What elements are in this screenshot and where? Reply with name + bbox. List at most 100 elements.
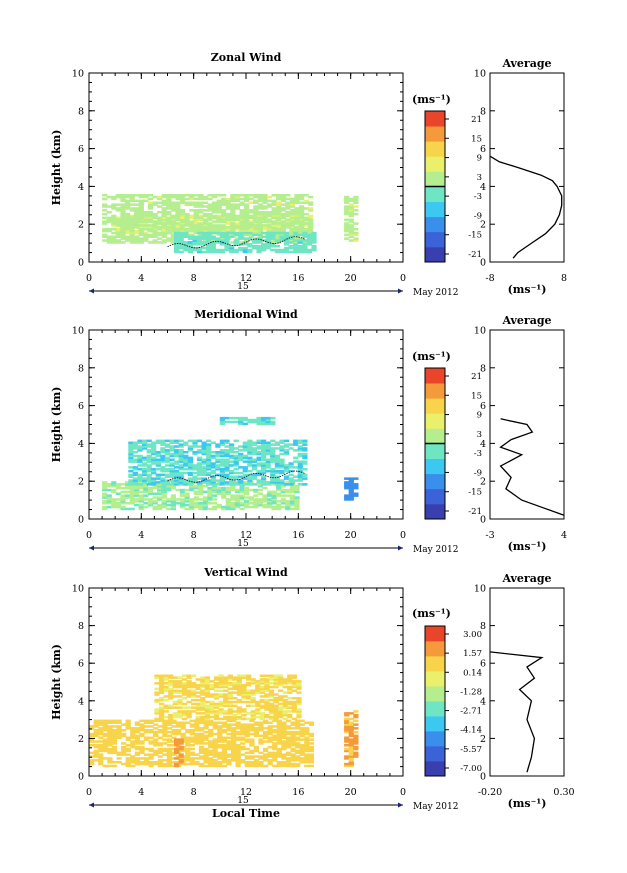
heat-cell-1: [294, 228, 300, 231]
heat-cell-0: [98, 753, 104, 756]
heat-cell-1: [198, 233, 204, 237]
heat-cell-1: [166, 229, 172, 233]
heat-cell-1: [229, 471, 235, 475]
heat-cell-0: [285, 759, 292, 762]
heat-cell-1: [296, 680, 302, 683]
heat-cell-0: [212, 732, 218, 736]
heat-cell-1: [183, 468, 189, 471]
heat-cell-1: [178, 473, 184, 477]
heat-cell-0: [285, 725, 292, 728]
heat-cell-1: [120, 212, 126, 216]
heat-cell-1: [181, 710, 188, 713]
colorbar-tick-label: -21: [468, 507, 482, 517]
heat-cell-1: [265, 483, 271, 486]
heat-cell-1: [264, 715, 270, 719]
heat-cell-1: [219, 471, 225, 475]
heat-cell-0: [258, 742, 264, 745]
heat-cell-1: [178, 483, 184, 486]
heat-cell-1: [212, 220, 218, 223]
heat-cell-0: [240, 725, 246, 728]
heat-cell-0: [148, 764, 154, 768]
heat-cell-0: [129, 498, 135, 501]
heat-cell-1: [204, 710, 210, 713]
heat-cell-1: [225, 207, 231, 210]
heat-cell-0: [89, 761, 95, 764]
heat-cell-1: [246, 693, 252, 696]
heat-cell-1: [187, 477, 193, 480]
heat-cell-0: [208, 762, 214, 766]
heat-cell-0: [106, 494, 112, 497]
heat-cell-0: [290, 732, 296, 736]
heat-cell-0: [162, 721, 168, 724]
heat-cell-1: [204, 680, 210, 683]
heat-cell-1: [219, 469, 225, 473]
heat-cell-0: [147, 500, 154, 503]
heat-cell-0: [231, 719, 237, 723]
heat-cell-1: [251, 447, 258, 450]
heat-cell-1: [224, 473, 230, 477]
heat-cell-1: [221, 197, 227, 201]
heat-cell-0: [171, 730, 177, 734]
heat-cell-0: [266, 500, 273, 503]
heat-cell-0: [124, 231, 130, 235]
heat-cell-0: [148, 721, 154, 724]
heat-cell-1: [191, 702, 197, 706]
heat-cell-0: [161, 486, 167, 490]
heat-cell-0: [171, 761, 177, 764]
heat-cell-1: [274, 460, 280, 463]
heat-cell-1: [181, 706, 188, 709]
heat-cell-1: [233, 477, 239, 480]
heat-cell-1: [154, 687, 160, 691]
heat-cell-0: [234, 222, 240, 225]
heat-cell-1: [261, 469, 267, 473]
heat-cell-1: [198, 216, 204, 220]
heat-cell-1: [206, 483, 212, 486]
heat-cell-0: [116, 727, 122, 730]
heat-cell-1: [244, 209, 250, 212]
heat-cell-2: [229, 250, 235, 254]
heat-cell-0: [207, 494, 213, 497]
heat-cell-0: [148, 719, 154, 723]
heat-cell-1: [233, 458, 239, 461]
heat-cell-0: [240, 723, 246, 726]
heat-cell-1: [111, 216, 117, 220]
heat-cell-1: [236, 687, 242, 691]
heat-cell-3: [353, 755, 359, 758]
heat-cell-1: [202, 239, 208, 242]
heat-cell-0: [249, 738, 255, 741]
heat-cell-1: [174, 441, 180, 444]
heat-cell-1: [280, 233, 286, 237]
heat-cell-1: [178, 477, 184, 480]
heat-cell-0: [162, 762, 168, 766]
heat-cell-2: [242, 243, 248, 246]
heat-cell-0: [98, 757, 104, 760]
heat-cell-1: [259, 706, 265, 709]
heat-cell-1: [271, 229, 277, 233]
heat-cell-3: [344, 712, 350, 715]
heat-cell-0: [147, 492, 154, 495]
heat-cell-1: [125, 224, 131, 227]
heat-cell-1: [262, 197, 268, 201]
heat-cell-1: [174, 477, 180, 480]
heat-cell-1: [224, 462, 230, 465]
heat-cell-1: [236, 715, 242, 719]
heat-cell-0: [121, 742, 127, 745]
heat-cell-1: [274, 454, 280, 458]
heat-cell-3: [353, 734, 359, 738]
heat-cell-0: [161, 496, 167, 499]
heat-cell-1: [255, 691, 261, 694]
x-tick-label: 16: [292, 530, 304, 541]
heat-cell-0: [133, 229, 139, 233]
heat-cell-1: [241, 674, 247, 677]
heat-cell-1: [181, 697, 188, 700]
heat-cell-1: [111, 197, 117, 201]
heat-cell-1: [279, 460, 285, 463]
heat-cell-0: [129, 500, 135, 503]
heat-cell-1: [239, 209, 245, 212]
heat-cell-2: [279, 248, 285, 252]
heat-cell-1: [184, 216, 190, 220]
heat-cell-1: [137, 447, 143, 450]
heat-cell-0: [143, 759, 150, 762]
heat-cell-1: [261, 468, 267, 471]
heat-cell-1: [168, 674, 174, 677]
